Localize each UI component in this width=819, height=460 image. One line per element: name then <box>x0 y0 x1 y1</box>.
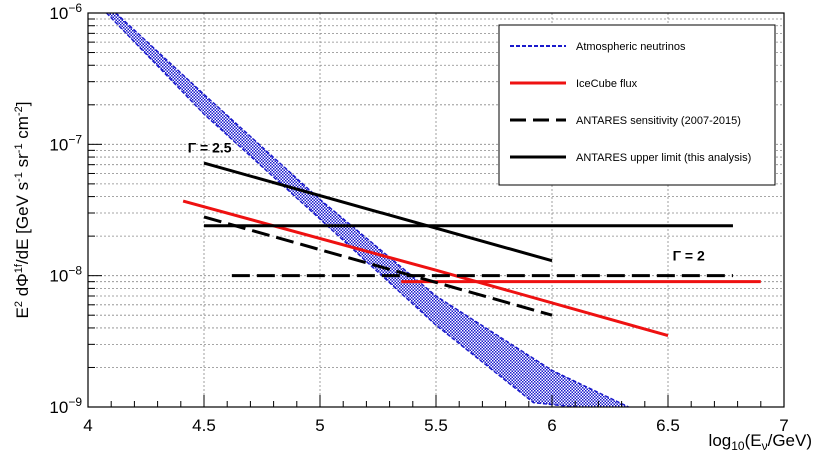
atmospheric-neutrinos-lower-edge <box>106 13 576 407</box>
antares-upper-limit-this-analysis-line <box>203 161 553 263</box>
x-tick-label: 6.5 <box>656 416 680 435</box>
x-tick-label: 5 <box>315 416 324 435</box>
x-tick-label: 7 <box>779 416 788 435</box>
x-axis-title: log10(Eν/GeV) <box>709 431 812 453</box>
x-tick-label: 6 <box>547 416 556 435</box>
legend-label: ANTARES upper limit (this analysis) <box>576 152 751 164</box>
y-axis-title: E2 dΦ1f/dE [GeV s-1 sr-1 cm-2] <box>13 102 32 319</box>
legend: Atmospheric neutrinos IceCube flux ANTARES… <box>498 24 776 186</box>
legend-label: IceCube flux <box>576 78 638 90</box>
axes: 4 4.5 5 5.5 6 6.5 7 10−9 10−8 10−7 10−6 <box>49 1 788 435</box>
x-tick-label: 5.5 <box>424 416 448 435</box>
x-tick-label: 4 <box>83 416 92 435</box>
gamma-annotation: Γ = 2 <box>673 248 705 264</box>
x-tick-label: 4.5 <box>192 416 216 435</box>
legend-label: ANTARES sensitivity (2007-2015) <box>576 115 741 127</box>
y-tick-label: 10−7 <box>49 132 82 154</box>
series-lines <box>182 161 761 337</box>
legend-label: Atmospheric neutrinos <box>576 41 686 53</box>
atmospheric-band <box>106 13 629 407</box>
y-tick-label: 10−8 <box>49 264 82 286</box>
antares-sensitivity-2007-2015-line <box>203 215 553 317</box>
y-tick-label: 10−6 <box>49 1 82 23</box>
atmospheric-neutrinos-upper-edge <box>115 13 629 407</box>
icecube-flux-line <box>182 199 669 337</box>
annotations: Γ = 2.5 Γ = 2 <box>188 139 705 263</box>
gamma-annotation: Γ = 2.5 <box>188 139 232 155</box>
y-tick-label: 10−9 <box>49 395 82 417</box>
